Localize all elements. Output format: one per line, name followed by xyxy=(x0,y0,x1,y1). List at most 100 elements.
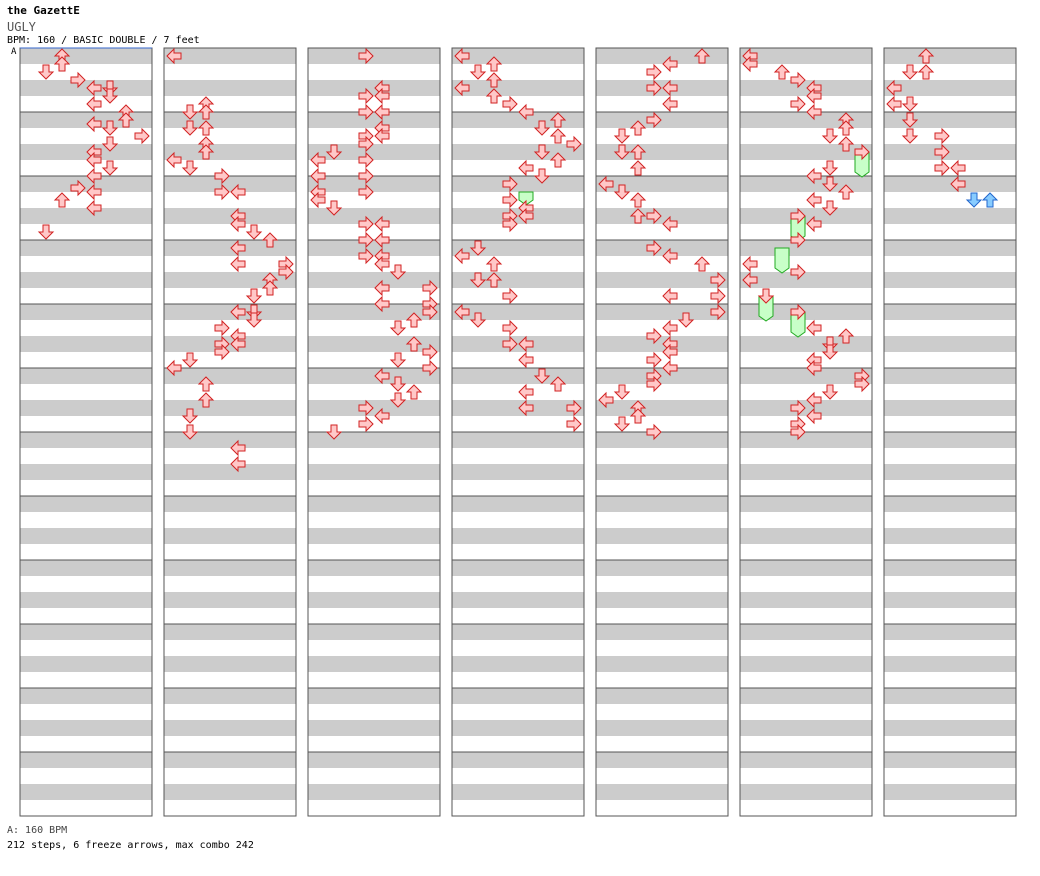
step-arrow xyxy=(454,303,470,321)
column-border xyxy=(595,47,729,817)
beat-stripe xyxy=(884,560,1016,576)
step-arrow xyxy=(821,176,839,192)
step-arrow xyxy=(646,63,662,81)
beat-stripe xyxy=(452,432,584,448)
step-arrow xyxy=(837,184,855,200)
beat-stripe xyxy=(740,560,872,576)
beat-stripe xyxy=(596,432,728,448)
step-arrow xyxy=(518,159,534,177)
beat-stripe xyxy=(596,368,728,384)
step-arrow xyxy=(454,247,470,265)
beat-stripe xyxy=(884,48,1016,64)
step-arrow xyxy=(261,232,279,248)
beat-stripe xyxy=(596,784,728,800)
beat-stripe xyxy=(20,560,152,576)
step-arrow xyxy=(854,375,870,393)
step-arrow xyxy=(646,327,662,345)
beat-stripe xyxy=(884,752,1016,768)
beat-stripe xyxy=(452,80,584,96)
beat-stripe xyxy=(452,752,584,768)
song-title: UGLY xyxy=(7,20,36,34)
beat-stripe xyxy=(164,304,296,320)
beat-stripe xyxy=(20,144,152,160)
step-arrow xyxy=(837,136,855,152)
step-arrow xyxy=(662,319,678,337)
step-arrow xyxy=(566,399,582,417)
beat-stripe xyxy=(596,304,728,320)
step-arrow xyxy=(230,303,246,321)
step-arrow xyxy=(374,215,390,233)
step-arrow xyxy=(757,288,775,304)
step-arrow xyxy=(469,272,487,288)
step-arrow xyxy=(613,144,631,160)
beat-stripe xyxy=(164,432,296,448)
step-arrow xyxy=(374,367,390,385)
beat-stripe xyxy=(308,784,440,800)
beat-stripe xyxy=(20,656,152,672)
step-arrow xyxy=(374,231,390,249)
step-arrow xyxy=(325,200,343,216)
bpm-legend: A: 160 BPM xyxy=(7,825,68,836)
step-arrow xyxy=(358,167,374,185)
beat-stripe xyxy=(740,688,872,704)
step-arrow xyxy=(166,151,182,169)
beat-stripe xyxy=(452,208,584,224)
step-arrow xyxy=(806,103,822,121)
step-arrow xyxy=(806,191,822,209)
beat-stripe xyxy=(164,240,296,256)
step-arrow xyxy=(278,263,294,281)
beat-stripe xyxy=(164,496,296,512)
step-arrow xyxy=(485,72,503,88)
beat-stripe xyxy=(20,176,152,192)
step-arrow xyxy=(646,375,662,393)
beat-stripe xyxy=(20,624,152,640)
step-arrow xyxy=(950,159,966,177)
beat-stripe xyxy=(164,752,296,768)
step-arrow xyxy=(214,167,230,185)
beat-stripe xyxy=(452,592,584,608)
beat-stripe xyxy=(20,304,152,320)
step-arrow xyxy=(358,183,374,201)
beat-stripe xyxy=(740,272,872,288)
beat-stripe xyxy=(452,464,584,480)
beat-stripe xyxy=(308,432,440,448)
beat-stripe xyxy=(740,240,872,256)
step-arrow xyxy=(854,143,870,161)
step-arrow xyxy=(325,424,343,440)
step-arrow xyxy=(629,144,647,160)
beat-stripe xyxy=(596,496,728,512)
step-arrow xyxy=(533,168,551,184)
beat-stripe xyxy=(452,304,584,320)
beat-stripe xyxy=(308,400,440,416)
beat-stripe xyxy=(740,400,872,416)
beat-stripe xyxy=(596,752,728,768)
step-arrow xyxy=(662,55,678,73)
step-arrow xyxy=(86,151,102,169)
step-arrow xyxy=(806,391,822,409)
step-arrow xyxy=(806,407,822,425)
beat-stripe xyxy=(596,624,728,640)
step-arrow xyxy=(197,120,215,136)
beat-stripe xyxy=(164,528,296,544)
beat-stripe xyxy=(452,496,584,512)
beat-stripe xyxy=(884,304,1016,320)
beat-stripe xyxy=(596,208,728,224)
step-arrow xyxy=(166,47,182,65)
step-arrow xyxy=(598,175,614,193)
step-arrow xyxy=(197,144,215,160)
step-arrow xyxy=(806,87,822,105)
beat-stripe xyxy=(884,656,1016,672)
beat-stripe xyxy=(308,80,440,96)
step-arrow xyxy=(646,207,662,225)
step-arrow xyxy=(934,143,950,161)
step-arrow xyxy=(214,183,230,201)
beat-stripe xyxy=(164,208,296,224)
step-arrow xyxy=(485,88,503,104)
step-arrow xyxy=(245,312,263,328)
step-arrow xyxy=(742,271,758,289)
step-arrow xyxy=(646,239,662,257)
step-arrow xyxy=(502,191,518,209)
beat-stripe xyxy=(452,656,584,672)
beat-stripe xyxy=(308,656,440,672)
beat-stripe xyxy=(884,144,1016,160)
